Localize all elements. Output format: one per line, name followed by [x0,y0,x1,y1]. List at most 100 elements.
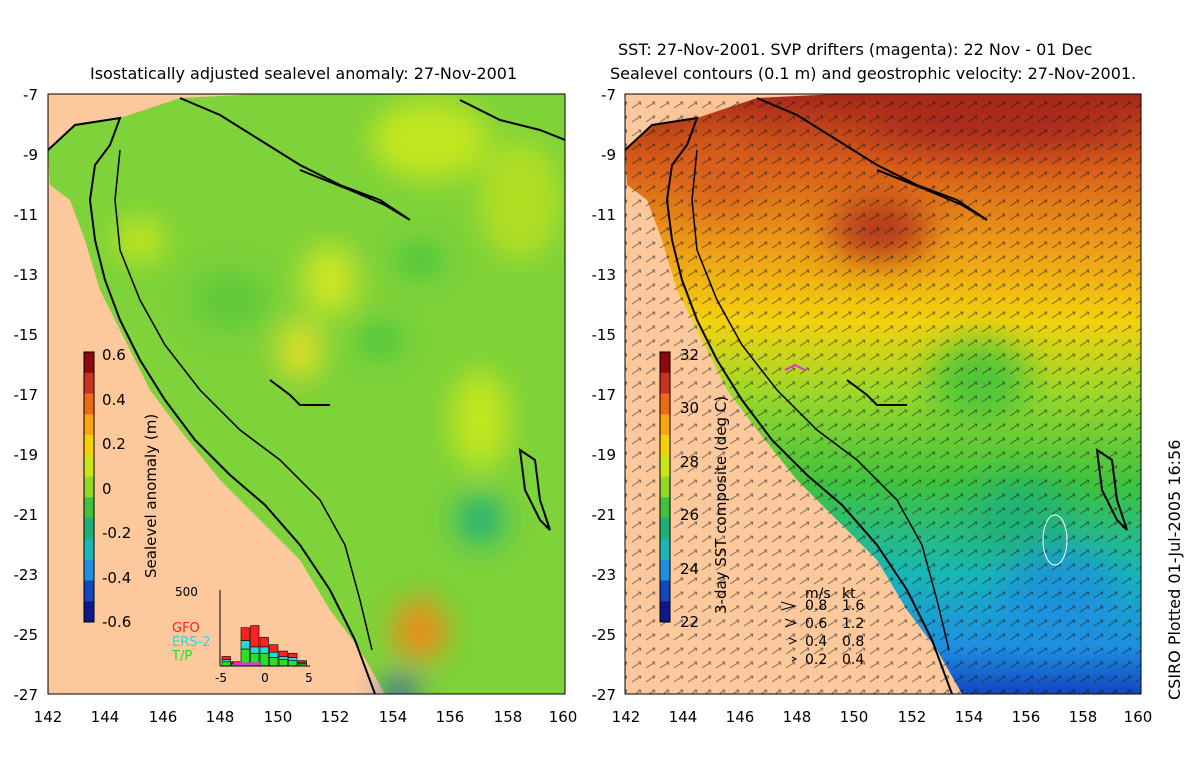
sla-colorbar-segment [84,538,94,561]
lat-label: -7 [601,86,616,104]
sla-colorbar [83,351,95,623]
lon-label: 160 [549,708,578,726]
lon-label: 152 [321,708,350,726]
lat-label: -9 [23,146,38,164]
shelf-contour [114,149,373,651]
lat-label: -11 [592,206,617,224]
sealevel-contour [1042,514,1068,566]
lon-axis-right: 142 144 146 148 150 152 154 156 158 160 [612,708,1153,726]
velocity-arrow-icon [791,656,798,662]
sst-colorbar-segment [660,601,670,623]
lon-label: 158 [494,708,523,726]
histogram-bar-ers [278,656,288,660]
lat-label: -23 [14,566,39,584]
sst-colorbar-segment [660,352,670,374]
lon-label: 144 [91,708,120,726]
lat-label: -11 [14,206,39,224]
sla-colorbar-segment [84,601,94,623]
sst-tick: 22 [680,613,699,631]
lon-label: 142 [612,708,641,726]
lon-label: 148 [783,708,812,726]
lon-label: 142 [34,708,63,726]
histogram-xtick: 5 [305,671,313,685]
sla-colorbar-segment [84,497,94,519]
velocity-ms: 0.4 [805,634,827,650]
histogram-bar-gfo [269,644,279,653]
sla-colorbar-segment [84,352,94,374]
lat-label: -25 [14,626,39,644]
sst-colorbar-segment [660,414,670,436]
lat-label: -17 [14,386,39,404]
drifter-track [784,363,806,371]
lon-label: 154 [955,708,984,726]
lat-label: -19 [14,446,39,464]
histogram-bar-tp [288,660,298,667]
histogram-xtick: -5 [215,671,227,685]
sla-colorbar-segment [84,393,94,415]
sst-colorbar-segment [660,393,670,415]
velocity-kt: 0.8 [842,634,864,650]
png-east-coastline [459,99,565,141]
sst-colorbar [659,351,671,623]
sealevel-anomaly-map: -7 -9 -11 -13 -15 -17 -19 -21 -23 -25 -2… [14,86,578,726]
sla-colorbar-segment [84,414,94,436]
sst-tick: 26 [680,506,699,524]
sla-colorbar-segment [84,372,94,395]
lat-label: -21 [592,506,617,524]
right-panel-title-line2: Sealevel contours (0.1 m) and geostrophi… [610,64,1137,83]
lon-label: 150 [840,708,869,726]
histogram-bar-ers [269,651,279,658]
lat-label: -13 [592,266,617,284]
sla-colorbar-segment [84,435,94,457]
histogram-bar-gfo [288,652,298,658]
lon-label: 158 [1069,708,1098,726]
lat-label: -27 [592,686,617,704]
sla-colorbar-segment [84,580,94,602]
histogram-bar-tp [278,659,288,667]
lat-label: -9 [601,146,616,164]
lat-label: -17 [592,386,617,404]
histogram-bar-ers [288,657,298,661]
histogram-bar-tp [221,661,231,667]
sst-colorbar-segment [660,455,670,478]
sst-tick: 28 [680,453,699,471]
lat-label: -23 [592,566,617,584]
lon-label: 160 [1124,708,1153,726]
legend-gfo: GFO [172,621,200,636]
velocity-kt: 0.4 [842,652,864,668]
histogram-bar-ers [240,640,250,650]
papua-coastline [756,97,988,221]
sst-colorbar-label: 3-day SST composite (deg C) [712,396,730,614]
lat-label: -7 [23,86,38,104]
sst-map: -7 -9 -11 -13 -15 -17 -19 -21 -23 -25 -2… [592,86,1153,726]
lon-label: 146 [726,708,755,726]
sst-tick: 30 [680,399,699,417]
plot-credit: CSIRO Plotted 01-Jul-2005 16:56 [1165,439,1184,700]
velocity-ms: 0.8 [805,598,827,614]
legend-ers2: ERS-2 [172,635,210,650]
velocity-ms: 0.6 [805,616,827,632]
lat-label: -13 [14,266,39,284]
sst-colorbar-segment [660,372,670,395]
left-panel-title: Isostatically adjusted sealevel anomaly:… [90,64,518,83]
sla-tick: 0.4 [102,391,126,409]
new-caledonia [1095,447,1128,531]
lat-label: -25 [592,626,617,644]
sla-colorbar-segment [84,518,94,540]
velocity-arrow-icon [780,601,797,611]
sla-colorbar-segment [84,476,94,498]
sla-tick: -0.6 [102,613,131,631]
histogram-bar-gfo [259,636,269,648]
sst-tick: 32 [680,346,699,364]
sst-colorbar-segment [660,559,670,581]
lon-label: 154 [379,708,408,726]
legend-tp: T/P [171,649,192,664]
lat-label: -15 [592,326,617,344]
data-histogram: 500 GFO ERS-2 T/P -5 0 5 [171,585,313,685]
australia-coastline [48,116,376,694]
histogram-bar-gfo [250,625,260,648]
lon-axis-left: 142 144 146 148 150 152 154 156 158 160 [34,708,578,726]
histogram-bar-ers [250,646,260,654]
sla-colorbar-segment [84,455,94,478]
histogram-xtick: 0 [261,671,269,685]
